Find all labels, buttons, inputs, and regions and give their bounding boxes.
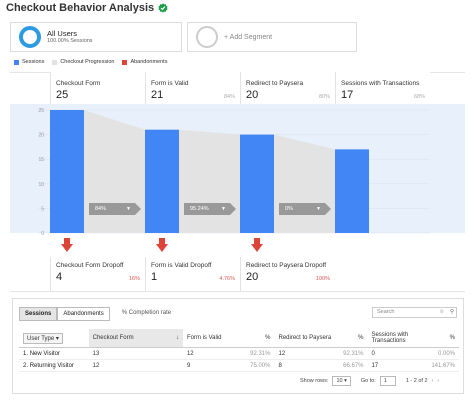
- rows-per-page-select[interactable]: 10 ▾: [332, 376, 351, 386]
- tab-completion-rate[interactable]: % Completion rate: [121, 310, 172, 316]
- legend-item-sessions: Sessions: [14, 59, 44, 65]
- caret-down-icon: ▼: [316, 206, 321, 212]
- row-user-type[interactable]: New Visitor: [29, 350, 60, 357]
- add-segment-label: + Add Segment: [224, 33, 273, 41]
- chevron-down-icon: ▾: [55, 335, 59, 342]
- segment-all-users[interactable]: All Users 100.00% Sessions: [10, 22, 182, 52]
- chevron-down-icon: ▾: [344, 378, 347, 384]
- funnel-chart-background: [10, 104, 465, 233]
- prev-page-icon[interactable]: ‹: [431, 378, 434, 384]
- page-title: Checkout Behavior Analysis: [6, 2, 168, 14]
- column-header-form-valid[interactable]: Form is Valid: [182, 329, 243, 348]
- caret-down-icon: ▼: [126, 206, 131, 212]
- dropoff-checkout-form[interactable]: Checkout Form Dropoff 4 16%: [50, 257, 145, 291]
- segment-name: All Users: [47, 28, 78, 38]
- next-page-icon[interactable]: ›: [437, 378, 440, 384]
- legend-swatch: [122, 59, 128, 65]
- funnel-step-transactions[interactable]: Sessions with Transactions 17 68%: [335, 72, 430, 104]
- dropoff-redirect[interactable]: Redirect to Paysera Dropoff 20 100%: [240, 257, 335, 291]
- data-table: User Type ▾ Checkout Form ↓ Form is Vali…: [19, 329, 459, 372]
- column-header-pct[interactable]: %: [242, 329, 275, 348]
- funnel-step-checkout-form[interactable]: Checkout Form 25: [50, 72, 145, 104]
- legend-swatch: [14, 59, 19, 65]
- column-header-checkout-form[interactable]: Checkout Form ↓: [88, 329, 183, 348]
- column-header-user-type[interactable]: User Type ▾: [19, 329, 89, 348]
- progression-tag[interactable]: 84% ▼: [89, 203, 141, 215]
- add-segment-button[interactable]: + Add Segment: [187, 22, 357, 52]
- progression-tag[interactable]: 95.24% ▼: [184, 203, 236, 215]
- dropoff-arrow-icon: [156, 238, 168, 252]
- sort-down-icon: ↓: [175, 335, 179, 341]
- legend-swatch: [52, 59, 58, 65]
- column-header-pct[interactable]: %: [339, 329, 368, 348]
- column-header-pct[interactable]: %: [427, 329, 459, 348]
- legend-item-abandonments: Abandonments: [122, 59, 167, 65]
- dropoff-arrow-icon: [251, 238, 263, 252]
- chart-legend: Sessions Checkout Progression Abandonmen…: [14, 59, 167, 65]
- table-tabs: Sessions Abandonments % Completion rate: [19, 307, 171, 321]
- add-segment-ring-icon: [196, 26, 218, 48]
- tab-sessions[interactable]: Sessions: [19, 307, 58, 321]
- verified-check-icon: [158, 3, 168, 13]
- column-header-sessions-transactions[interactable]: Sessions with Transactions: [367, 329, 428, 348]
- progression-tag[interactable]: 0% ▼: [279, 203, 331, 215]
- clear-icon[interactable]: ⊗: [439, 309, 444, 315]
- tab-abandonments[interactable]: Abandonments: [57, 307, 110, 321]
- funnel-step-redirect[interactable]: Redirect to Paysera 20 80%: [240, 72, 335, 104]
- dropoff-form-valid[interactable]: Form is Valid Dropoff 1 4.76%: [145, 257, 240, 291]
- column-header-redirect[interactable]: Redirect to Paysera: [274, 329, 340, 348]
- funnel-step-form-valid[interactable]: Form is Valid 21 84%: [145, 72, 240, 104]
- dropoff-arrow-icon: [61, 238, 73, 252]
- legend-item-progression: Checkout Progression: [52, 59, 114, 65]
- search-icon[interactable]: ⚲: [449, 309, 454, 315]
- table-row: 2. Returning Visitor 12 9 75.00% 8 66.67…: [19, 359, 459, 372]
- segment-subtitle: 100.00% Sessions: [47, 38, 93, 45]
- table-row: 1. New Visitor 13 12 92.31% 12 92.31% 0 …: [19, 347, 459, 360]
- search-input[interactable]: Search ⊗ ⚲: [372, 307, 457, 318]
- pagination: Show rows: 10 ▾ Go to: 1 1 - 2 of 2 ‹ ›: [300, 376, 440, 386]
- segment-ring-icon: [19, 26, 41, 48]
- row-user-type[interactable]: Returning Visitor: [29, 362, 74, 369]
- caret-down-icon: ▼: [221, 206, 226, 212]
- goto-page-input[interactable]: 1: [379, 376, 396, 386]
